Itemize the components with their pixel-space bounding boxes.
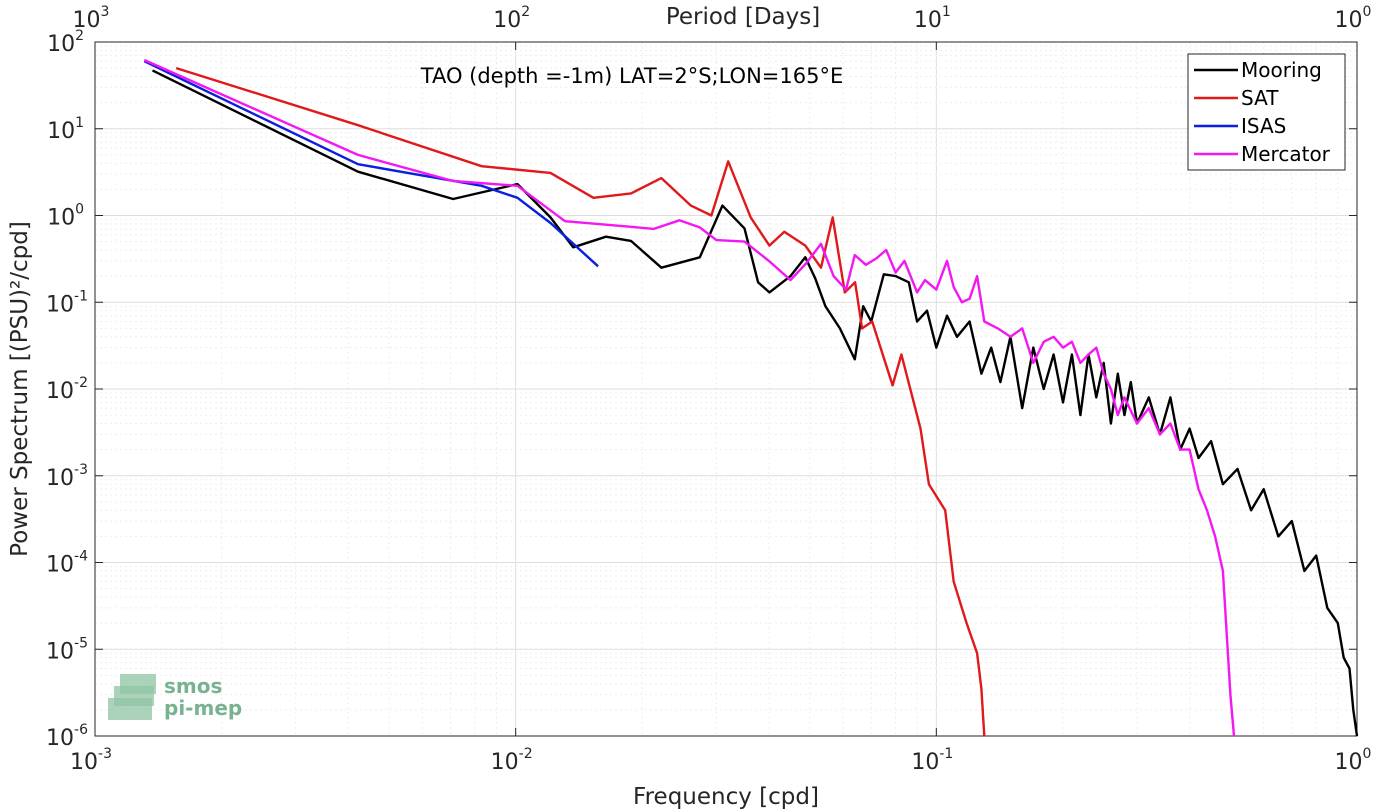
legend-box	[1187, 53, 1346, 171]
series-line-mooring	[151, 69, 1359, 737]
legend-label-mooring: Mooring	[1241, 58, 1322, 82]
y-tick-label: 10-5	[46, 635, 88, 664]
series-layer	[143, 58, 1359, 737]
y-tick-label: 10-2	[46, 375, 88, 404]
y-axis-label: Power Spectrum [(PSU)²/cpd]	[7, 221, 33, 557]
grid-lines	[95, 42, 1357, 736]
legend-label-mercator: Mercator	[1241, 142, 1331, 166]
y-tick-label: 102	[47, 28, 84, 57]
series-line-sat	[175, 66, 986, 737]
x-tick-label: 10-2	[491, 746, 533, 775]
x-tick-label: 10-3	[70, 746, 112, 775]
legend: Mooring SAT ISAS Mercator	[1187, 53, 1346, 171]
logo-text-smos: smos	[164, 674, 223, 698]
series-line-isas	[143, 60, 599, 268]
smos-pi-mep-logo: smos pi-mep	[108, 672, 248, 728]
x-axis-label: Frequency [cpd]	[633, 784, 819, 809]
x2-tick-label: 102	[493, 4, 530, 33]
x2-tick-label: 103	[73, 4, 110, 33]
y-tick-label: 10-3	[46, 462, 88, 491]
x2-tick-label: 100	[1335, 4, 1372, 33]
legend-label-sat: SAT	[1241, 86, 1279, 110]
y-tick-label: 10-4	[46, 549, 88, 578]
y-tick-label: 100	[47, 202, 84, 231]
legend-label-isas: ISAS	[1241, 114, 1286, 138]
x-tick-label: 10-1	[911, 746, 953, 775]
chart-title: TAO (depth =-1m) LAT=2°S;LON=165°E	[420, 64, 844, 88]
x-tick-label: 100	[1335, 746, 1372, 775]
x2-axis-label: Period [Days]	[666, 4, 820, 30]
logo-text-pi-mep: pi-mep	[164, 696, 243, 720]
x2-tick-label: 101	[914, 4, 951, 33]
y-tick-label: 10-6	[46, 722, 88, 751]
series-line-mercator	[143, 58, 1236, 737]
y-tick-label: 101	[47, 115, 84, 144]
logo-blocks	[108, 672, 160, 724]
y-tick-label: 10-1	[46, 288, 88, 317]
